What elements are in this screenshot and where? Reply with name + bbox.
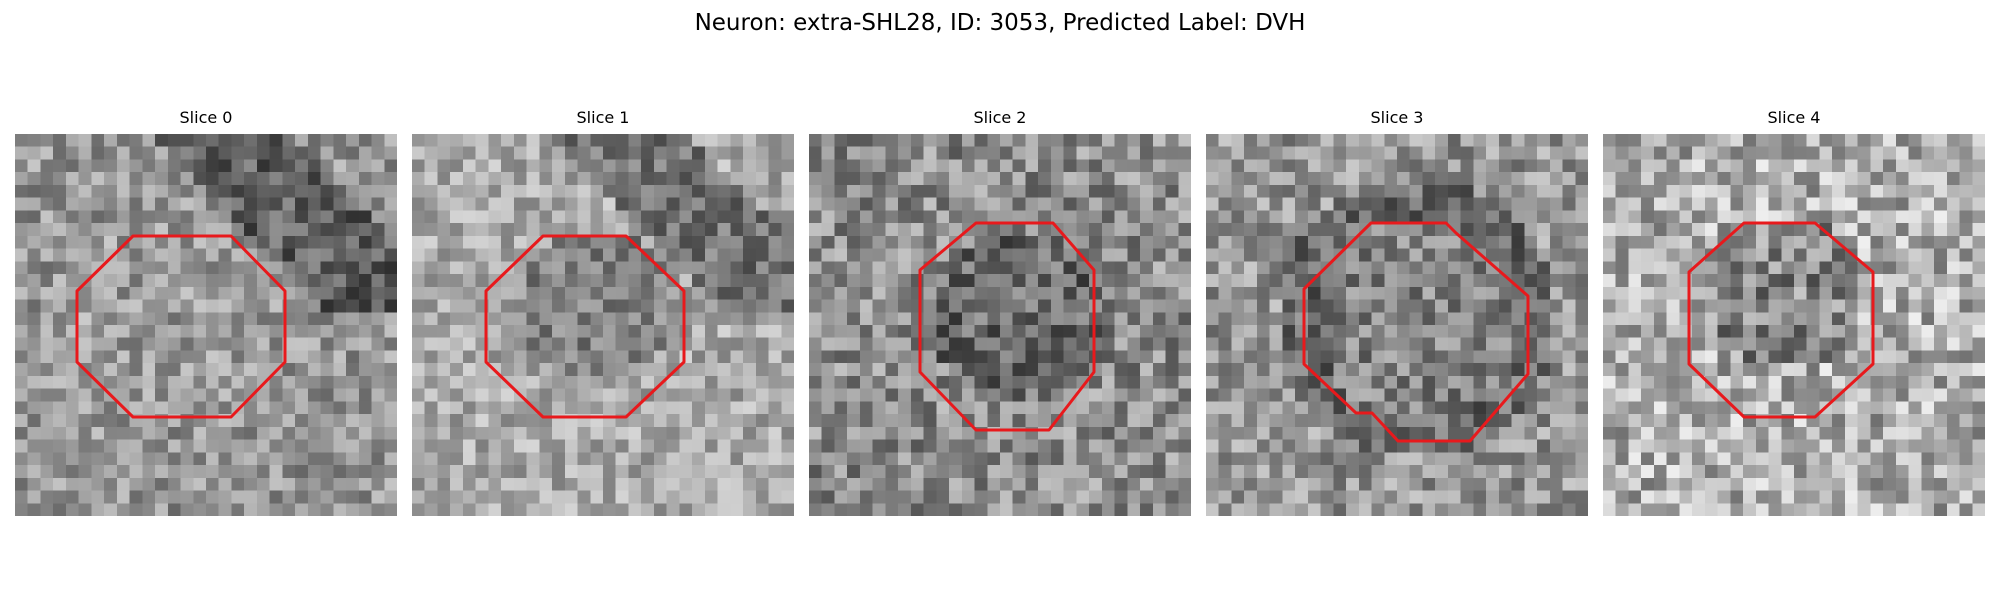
contour-polygon-1 — [484, 234, 686, 419]
slice-image-2 — [809, 134, 1191, 516]
contour-outline-3 — [1302, 221, 1530, 443]
contour-polygon-2 — [918, 221, 1096, 432]
contour-outline-2 — [918, 221, 1096, 432]
contour-outline-1 — [484, 234, 686, 419]
contour-polygon-3 — [1302, 221, 1530, 443]
slice-image-3 — [1206, 134, 1588, 516]
slice-title-0: Slice 0 — [179, 108, 233, 127]
contour-polygon-0 — [75, 234, 287, 419]
slice-image-4 — [1603, 134, 1985, 516]
slice-title-4: Slice 4 — [1767, 108, 1821, 127]
slice-panel-1: Slice 1 — [412, 108, 794, 516]
slice-image-1 — [412, 134, 794, 516]
slice-title-3: Slice 3 — [1370, 108, 1424, 127]
contour-outline-0 — [75, 234, 287, 419]
slice-panel-0: Slice 0 — [15, 108, 397, 516]
figure-title: Neuron: extra-SHL28, ID: 3053, Predicted… — [694, 10, 1306, 36]
slice-title-1: Slice 1 — [576, 108, 630, 127]
slice-title-2: Slice 2 — [973, 108, 1027, 127]
slice-panel-3: Slice 3 — [1206, 108, 1588, 516]
slice-panel-2: Slice 2 — [809, 108, 1191, 516]
slice-image-0 — [15, 134, 397, 516]
contour-outline-4 — [1687, 221, 1875, 419]
slice-panel-4: Slice 4 — [1603, 108, 1985, 516]
contour-polygon-4 — [1687, 221, 1875, 419]
